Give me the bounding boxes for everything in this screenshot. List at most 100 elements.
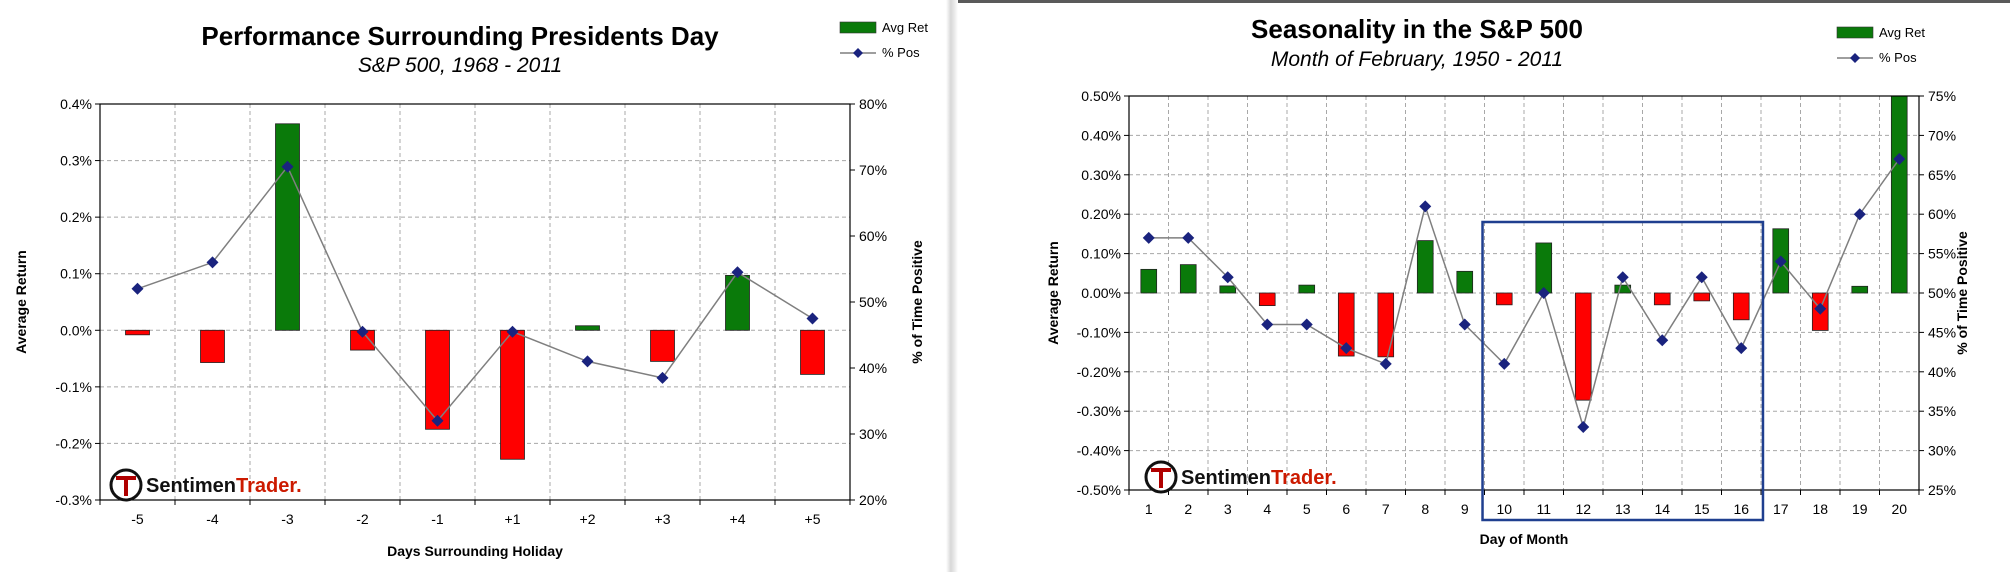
y-tick-label: -0.40%: [1077, 443, 1121, 459]
bar-avg-ret: [1693, 292, 1711, 302]
y2-tick-label: 40%: [859, 360, 887, 376]
bar-avg-ret: [1298, 284, 1316, 294]
highlight-box: [1481, 220, 1765, 522]
x-tick-label: +1: [505, 511, 521, 527]
bar-avg-ret: [1732, 292, 1750, 321]
y-tick-label: -0.30%: [1077, 403, 1121, 419]
y-tick-label: -0.1%: [55, 379, 92, 395]
panel-top-border: [958, 0, 2010, 3]
bar-avg-ret: [575, 325, 600, 331]
logo-wordmark: SentimenTrader.: [146, 475, 302, 497]
y2-tick-label: 70%: [1928, 127, 1956, 143]
x-tick-label: 3: [1224, 501, 1232, 517]
bar-avg-ret: [1574, 292, 1592, 401]
x-tick-label: 12: [1575, 501, 1591, 517]
marker-pct-pos: [356, 325, 369, 338]
marker-pct-pos: [1735, 342, 1748, 355]
bar-avg-ret: [1495, 292, 1513, 306]
y2-tick-label: 30%: [1928, 443, 1956, 459]
plot-area: [99, 103, 851, 501]
y-tick-label: 0.30%: [1081, 167, 1121, 183]
x-tick-label: 13: [1615, 501, 1631, 517]
x-tick-label: -2: [356, 511, 369, 527]
marker-pct-pos: [1774, 255, 1787, 268]
marker-pct-pos: [1340, 342, 1353, 355]
y2-tick-label: 30%: [859, 426, 887, 442]
y-tick-label: 0.10%: [1081, 246, 1121, 262]
chart-panel-presidents-day: Performance Surrounding Presidents Day S&…: [0, 0, 950, 572]
logo-word-part-2: Trader.: [1271, 467, 1337, 489]
x-tick-label: 20: [1891, 501, 1907, 517]
marker-pct-pos: [1142, 231, 1155, 244]
x-tick-label: 18: [1812, 501, 1828, 517]
chart-panel-february-seasonality: Seasonality in the S&P 500 Month of Febru…: [946, 0, 2010, 572]
marker-pct-pos: [1182, 231, 1195, 244]
presidents-day-chart: Performance Surrounding Presidents Day S&…: [13, 20, 928, 559]
y-tick-label: -0.50%: [1077, 482, 1121, 498]
bar-avg-ret: [1653, 292, 1671, 306]
marker-pct-pos: [1221, 271, 1234, 284]
marker-pct-pos: [281, 160, 294, 173]
marker-pct-pos: [431, 414, 444, 427]
x-tick-label: +2: [580, 511, 596, 527]
y-tick-label: 0.1%: [60, 266, 92, 282]
x-tick-label: 9: [1461, 501, 1469, 517]
y-tick-label: 0.50%: [1081, 88, 1121, 104]
marker-pct-pos: [1616, 271, 1629, 284]
y2-tick-label: 80%: [859, 96, 887, 112]
bar-avg-ret: [500, 329, 525, 460]
y2-tick-label: 20%: [859, 492, 887, 508]
chart-subtitle: S&P 500, 1968 - 2011: [358, 54, 562, 77]
y-tick-label: -0.3%: [55, 492, 92, 508]
y-tick-label: 0.00%: [1081, 285, 1121, 301]
y2-tick-label: 60%: [859, 228, 887, 244]
line-pct-pos: [1148, 158, 1900, 430]
legend-marker-pct-pos: [1850, 53, 1860, 63]
chart-subtitle: Month of February, 1950 - 2011: [1271, 48, 1563, 71]
bar-avg-ret: [125, 329, 150, 336]
plot-area: [1128, 95, 1920, 491]
marker-pct-pos: [1379, 357, 1392, 370]
x-tick-label: 5: [1303, 501, 1311, 517]
y2-tick-label: 25%: [1928, 482, 1956, 498]
legend-label-avg-ret: Avg Ret: [1879, 25, 1925, 40]
x-tick-label: +4: [730, 511, 746, 527]
marker-pct-pos: [206, 256, 219, 269]
x-tick-label: -3: [281, 511, 294, 527]
x-tick-label: 10: [1496, 501, 1512, 517]
x-tick-label: 4: [1263, 501, 1271, 517]
bar-avg-ret: [200, 329, 225, 363]
legend-marker-pct-pos: [853, 48, 863, 58]
legend-label-pct-pos: % Pos: [1879, 50, 1917, 65]
bar-avg-ret: [275, 123, 300, 331]
marker-pct-pos: [1261, 318, 1274, 331]
y2-tick-label: 70%: [859, 162, 887, 178]
logo-icon-mark: [116, 476, 136, 496]
y-tick-label: 0.2%: [60, 209, 92, 225]
bar-avg-ret: [1140, 268, 1158, 294]
x-tick-label: -5: [131, 511, 144, 527]
marker-pct-pos: [1893, 153, 1906, 166]
x-tick-label: 8: [1421, 501, 1429, 517]
marker-pct-pos: [506, 325, 519, 338]
x-axis-title: Days Surrounding Holiday: [387, 543, 563, 559]
x-tick-label: 6: [1342, 501, 1350, 517]
x-tick-label: 16: [1733, 501, 1749, 517]
bar-avg-ret: [1179, 264, 1197, 294]
bar-avg-ret: [800, 329, 825, 375]
y2-tick-label: 50%: [1928, 285, 1956, 301]
x-tick-label: -4: [206, 511, 219, 527]
logo-wordmark: SentimenTrader.: [1181, 467, 1337, 489]
y-axis-title: Average Return: [13, 250, 29, 354]
y2-tick-label: 75%: [1928, 88, 1956, 104]
x-tick-label: 14: [1654, 501, 1670, 517]
bar-avg-ret: [1377, 292, 1395, 358]
legend-swatch-avg-ret: [839, 21, 877, 34]
legend-swatch-avg-ret: [1836, 26, 1874, 39]
y2-tick-label: 45%: [1928, 324, 1956, 340]
y-tick-label: 0.20%: [1081, 206, 1121, 222]
x-tick-label: 1: [1145, 501, 1153, 517]
y2-tick-label: 65%: [1928, 167, 1956, 183]
bar-avg-ret: [1337, 292, 1355, 357]
y2-tick-label: 55%: [1928, 246, 1956, 262]
